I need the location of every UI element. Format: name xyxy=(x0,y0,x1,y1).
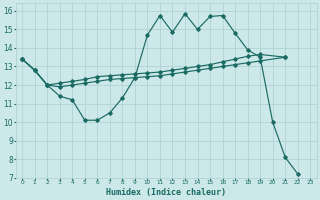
X-axis label: Humidex (Indice chaleur): Humidex (Indice chaleur) xyxy=(106,188,226,197)
